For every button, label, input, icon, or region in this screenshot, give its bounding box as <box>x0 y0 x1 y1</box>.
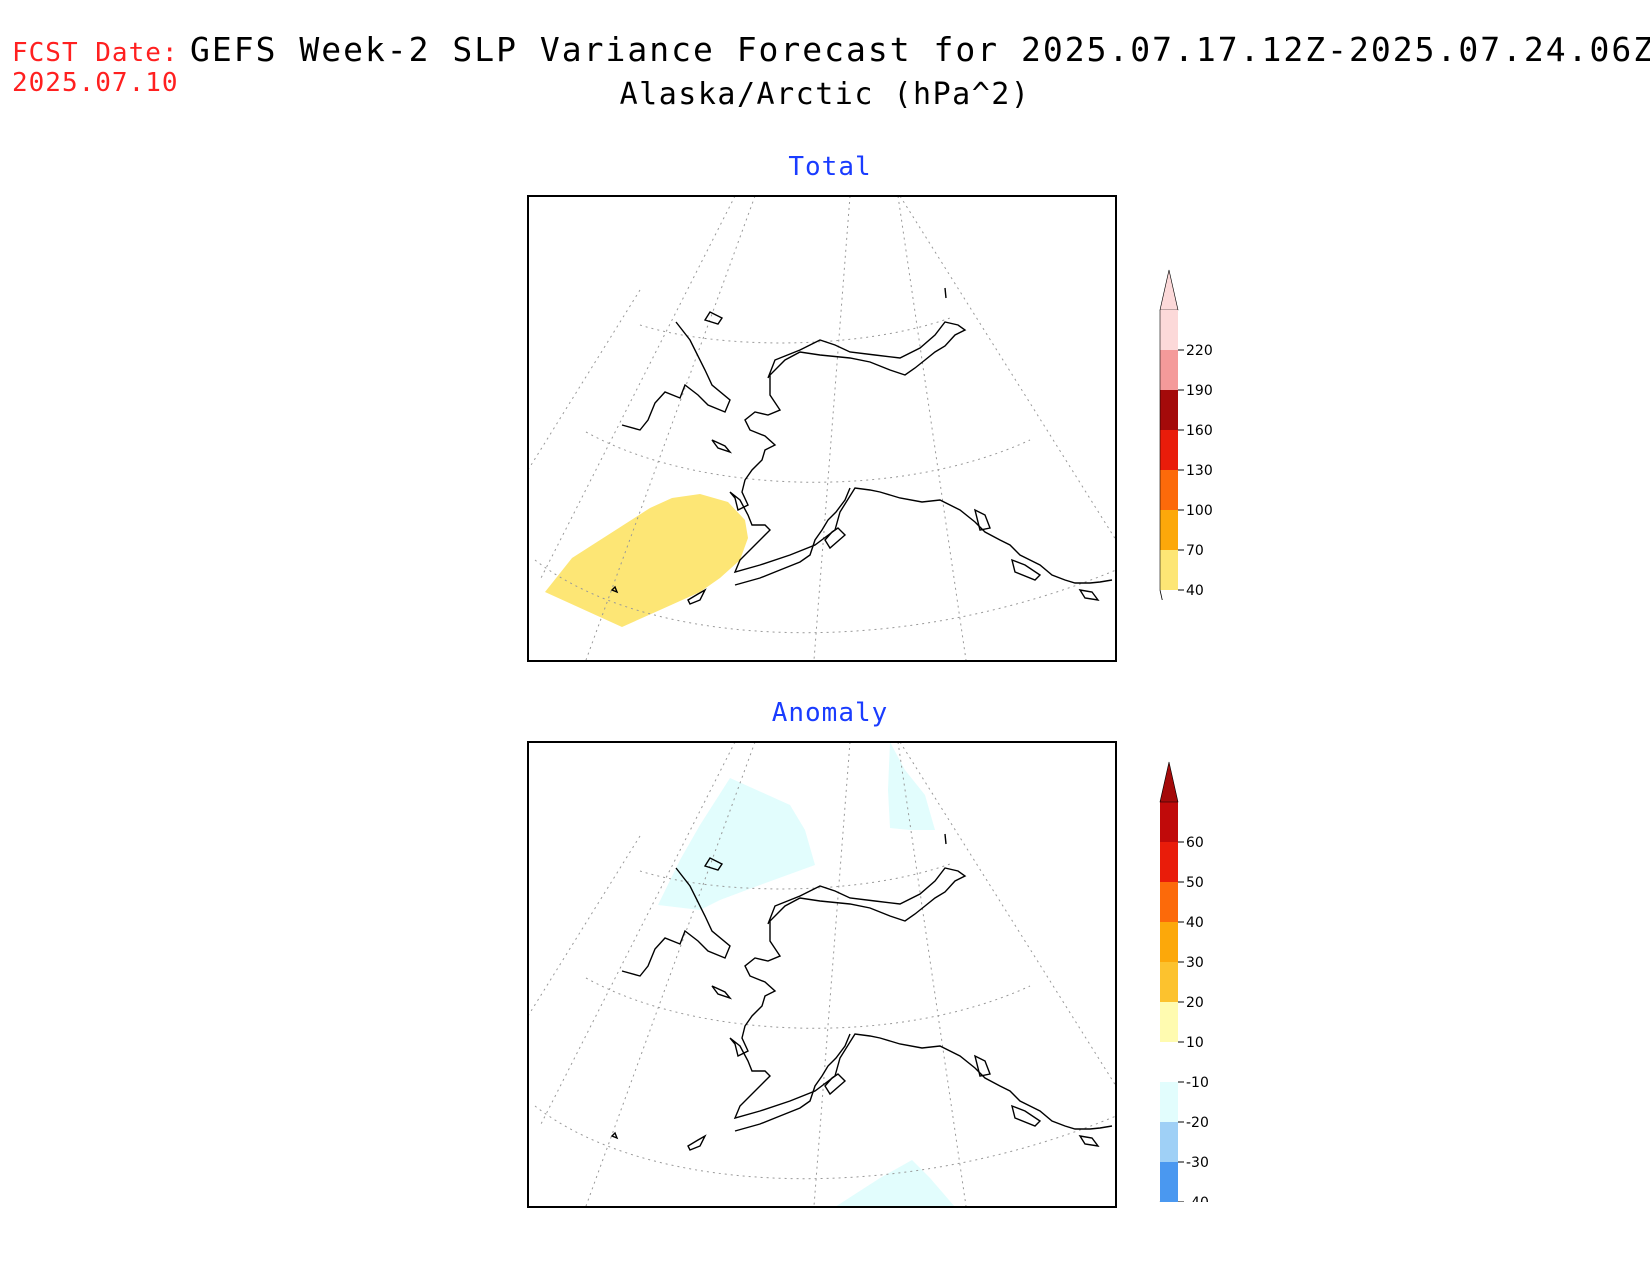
colorbar-segment <box>1160 1122 1178 1162</box>
colorbar-segment <box>1160 430 1178 470</box>
colorbar-tick-label: -40 <box>1186 1195 1209 1202</box>
colorbar-tick-label: 60 <box>1186 835 1204 851</box>
colorbar-tick-label: 40 <box>1186 583 1204 599</box>
panel-title-anomaly: Anomaly <box>771 698 889 728</box>
forecast-date-label: FCST Date: 2025.07.10 <box>12 38 179 98</box>
variance-contour-40-70 <box>545 494 748 627</box>
graticule-bottom <box>528 742 1116 1207</box>
colorbar-max-arrow <box>1159 761 1179 803</box>
colorbar-segment <box>1160 510 1178 550</box>
colorbar-segment <box>1160 1162 1178 1202</box>
colorbar-segment <box>1160 1002 1178 1042</box>
colorbar-tick-label: 30 <box>1186 955 1204 971</box>
colorbar-segment <box>1160 842 1178 882</box>
panel-title-total: Total <box>788 152 872 182</box>
colorbar-tick-label: 160 <box>1186 423 1213 439</box>
colorbar-segment <box>1160 962 1178 1002</box>
colorbar-segment <box>1160 922 1178 962</box>
colorbar-tick-label: -30 <box>1186 1155 1209 1171</box>
colorbar-segment <box>1160 802 1178 842</box>
graticule-top <box>528 196 1116 661</box>
total-colorbar: 40 70 100 130 160 190 220 <box>1159 269 1213 600</box>
colorbar-tick-label: 10 <box>1186 1035 1204 1051</box>
anomaly-map-frame <box>527 741 1117 1208</box>
colorbar-segment <box>1160 1042 1178 1082</box>
anomaly-contour-neg10 <box>888 742 935 830</box>
coastline-bottom <box>610 833 1113 1151</box>
fcst-label-text: FCST Date: <box>12 38 179 68</box>
fcst-date-value: 2025.07.10 <box>12 68 179 98</box>
colorbar-tick-label: 100 <box>1186 503 1213 519</box>
colorbar-segment <box>1160 550 1178 590</box>
colorbar-tick-label: 220 <box>1186 343 1213 359</box>
colorbar-tick-label: -20 <box>1186 1115 1209 1131</box>
colorbar-tick-label: 20 <box>1186 995 1204 1011</box>
colorbar-tick-label: 40 <box>1186 915 1204 931</box>
anomaly-contour-neg10 <box>658 778 815 910</box>
colorbar-min-arrow <box>1159 589 1163 600</box>
anomaly-contour-neg10 <box>835 1160 955 1207</box>
anomaly-colorbar: -40 -30 -20 -10 10 20 30 40 50 60 <box>1159 761 1209 1202</box>
coastline-top <box>610 287 1113 605</box>
colorbar-segment <box>1160 470 1178 510</box>
colorbar-segment <box>1160 310 1178 350</box>
figure-title: GEFS Week-2 SLP Variance Forecast for 20… <box>190 30 1650 69</box>
colorbar-tick-label: 130 <box>1186 463 1213 479</box>
colorbar-segment <box>1160 390 1178 430</box>
colorbar-tick-label: 190 <box>1186 383 1213 399</box>
colorbar-segment <box>1160 1082 1178 1122</box>
colorbar-tick-label: 70 <box>1186 543 1204 559</box>
colorbar-segment <box>1160 350 1178 390</box>
colorbar-tick-label: 50 <box>1186 875 1204 891</box>
figure-subtitle: Alaska/Arctic (hPa^2) <box>619 77 1031 112</box>
total-map-frame <box>527 195 1117 662</box>
colorbar-tick-label: -10 <box>1186 1075 1209 1091</box>
colorbar-segment <box>1160 882 1178 922</box>
